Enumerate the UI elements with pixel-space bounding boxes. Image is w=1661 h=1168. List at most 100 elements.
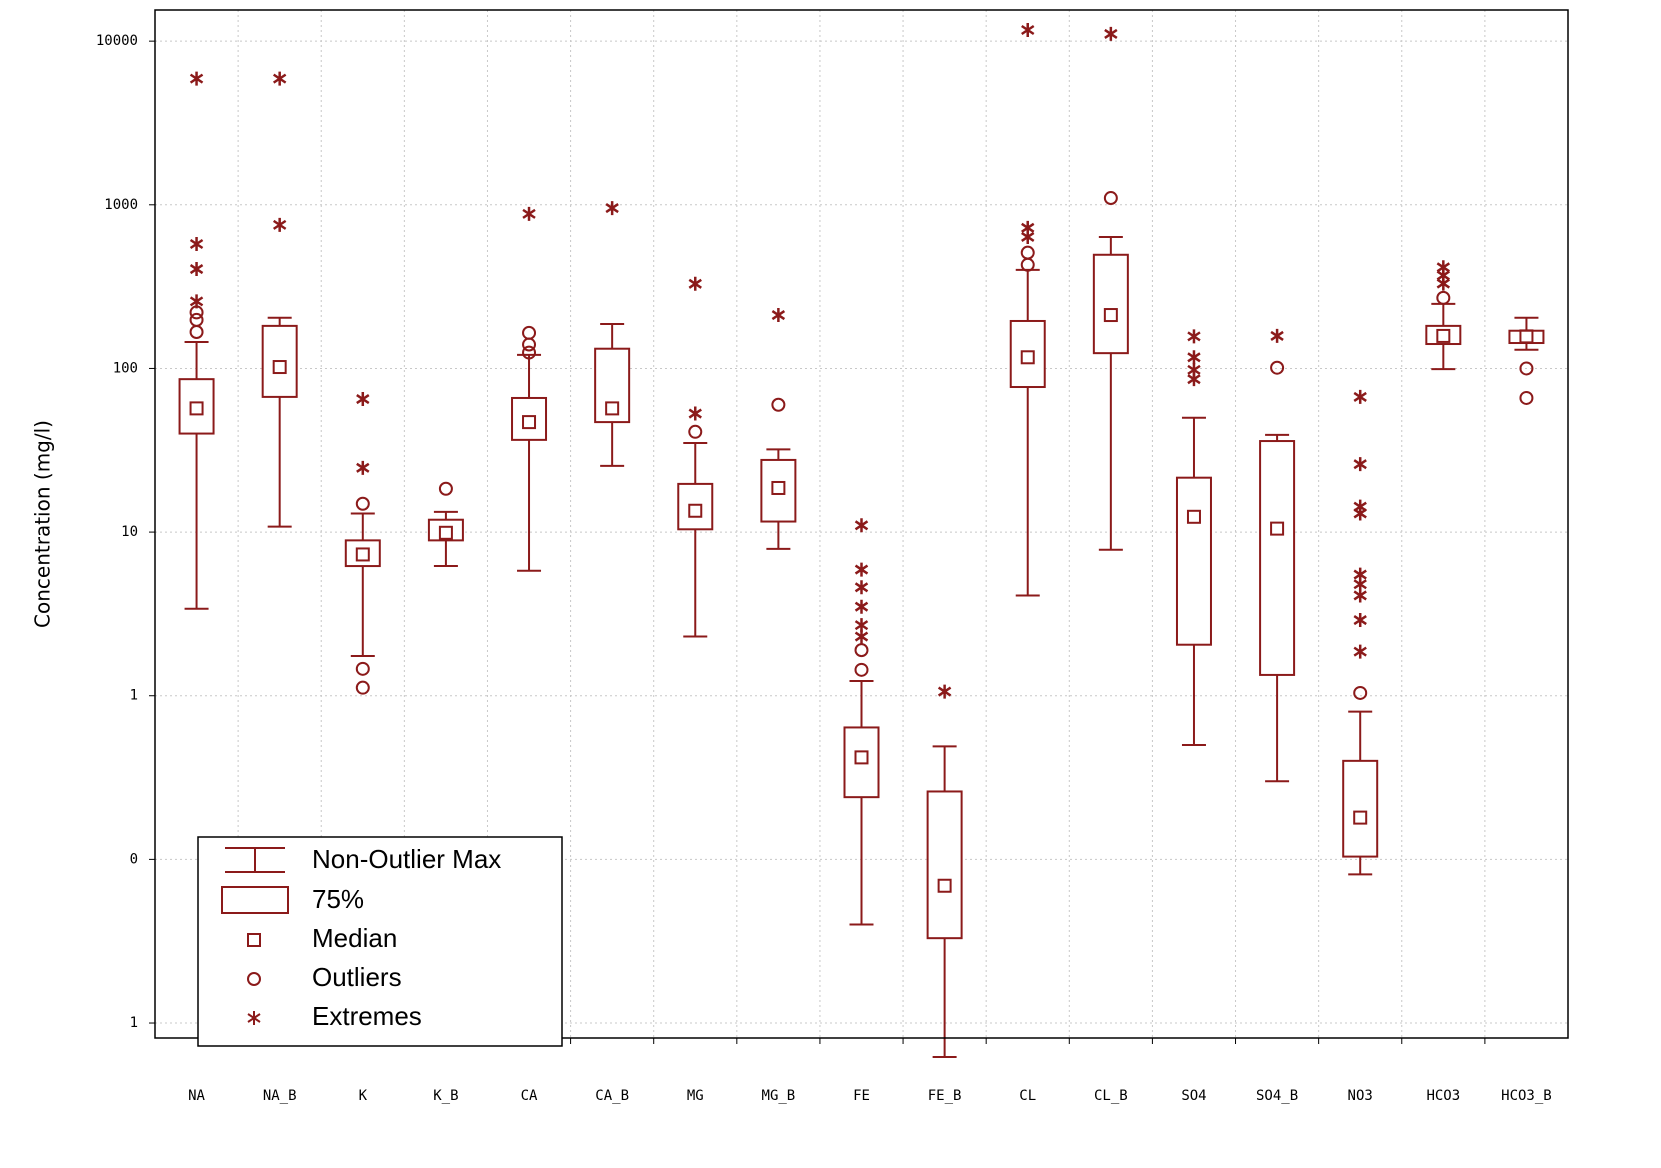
box-group [1175, 329, 1212, 746]
legend: Non-Outlier Max 75% Median Outliers Extr… [197, 836, 563, 1047]
outlier [1103, 191, 1118, 206]
legend-label: Extremes [312, 1001, 422, 1031]
legend-label: 75% [312, 884, 364, 914]
box [926, 790, 963, 940]
x-tick-label: CL [1019, 1088, 1036, 1104]
x-tick-label: K_B [433, 1088, 458, 1104]
x-tick-label: CA [521, 1088, 538, 1104]
extreme [522, 206, 536, 221]
box [1092, 253, 1129, 355]
outlier [1353, 685, 1368, 700]
outlier [771, 397, 786, 412]
median [1103, 308, 1118, 323]
y-tick-label: 1 [130, 1015, 138, 1031]
outlier [854, 643, 869, 658]
median [854, 750, 869, 765]
x-tick-label: CA_B [595, 1088, 629, 1104]
box [1259, 440, 1296, 676]
x-tick-label: NA [188, 1088, 205, 1104]
extreme [688, 406, 702, 421]
box [1508, 329, 1545, 345]
outlier [438, 481, 453, 496]
extreme [854, 580, 869, 595]
median [688, 503, 703, 518]
box-group [760, 308, 797, 550]
box-group [594, 201, 631, 467]
extreme [1187, 372, 1201, 387]
outlier [189, 312, 204, 327]
median [522, 415, 537, 430]
box [1009, 319, 1046, 389]
median [937, 878, 952, 893]
extreme [272, 217, 287, 232]
extreme [189, 71, 204, 86]
box [1342, 759, 1379, 858]
box [760, 458, 797, 523]
box-group [1009, 22, 1046, 597]
median [771, 480, 786, 495]
extreme [1104, 26, 1118, 41]
median [1186, 509, 1201, 524]
extreme [1436, 276, 1451, 291]
x-tick-label: NA_B [263, 1088, 297, 1104]
outlier [1519, 390, 1534, 405]
y-axis-label: Concentration (mg/l) [31, 420, 55, 628]
box [594, 347, 631, 424]
y-tick-label: 1 [130, 688, 138, 704]
extreme [854, 629, 869, 644]
median [272, 360, 287, 375]
box [511, 396, 548, 441]
extreme [272, 71, 287, 86]
outlier [355, 496, 370, 511]
extreme [356, 460, 370, 475]
y-tick-label: 100 [113, 360, 138, 376]
extreme [1353, 389, 1367, 404]
legend-label: Outliers [312, 962, 402, 992]
extreme [1353, 506, 1367, 521]
extreme [854, 599, 869, 614]
box-group [1508, 316, 1545, 405]
extreme [1021, 229, 1035, 244]
median [605, 401, 620, 416]
x-tick-label: NO3 [1348, 1088, 1373, 1104]
box [178, 378, 215, 435]
box-group [677, 276, 714, 638]
outlier [1436, 290, 1451, 305]
extreme [1187, 350, 1201, 365]
x-tick-label: CL_B [1094, 1088, 1128, 1104]
box [344, 539, 381, 568]
extreme [189, 294, 204, 309]
extreme [854, 562, 869, 577]
median [438, 525, 453, 540]
outlier [1270, 360, 1285, 375]
box-group [427, 481, 464, 568]
median [189, 401, 204, 416]
x-tick-label: MG [687, 1088, 704, 1104]
y-tick-label: 10 [121, 524, 138, 540]
outlier [854, 662, 869, 677]
y-tick-label: 1000 [104, 197, 138, 213]
outlier [1519, 361, 1534, 376]
outlier [189, 324, 204, 339]
extreme [1021, 22, 1035, 37]
box [1425, 324, 1462, 346]
median [355, 547, 370, 562]
outlier [688, 424, 703, 439]
extreme [189, 262, 204, 277]
extreme [937, 684, 952, 699]
legend-label: Median [312, 923, 397, 953]
outlier [1020, 245, 1035, 260]
extreme [1353, 613, 1367, 628]
box-group [1092, 26, 1129, 551]
outlier [522, 325, 537, 340]
box-group [926, 684, 963, 1058]
box-group [1342, 389, 1379, 876]
x-tick-label: FE [853, 1088, 870, 1104]
y-tick-label: 10000 [96, 33, 138, 49]
extreme [854, 518, 869, 533]
x-tick-label: SO4 [1181, 1088, 1206, 1104]
box-group [511, 206, 548, 572]
median [1436, 328, 1451, 343]
